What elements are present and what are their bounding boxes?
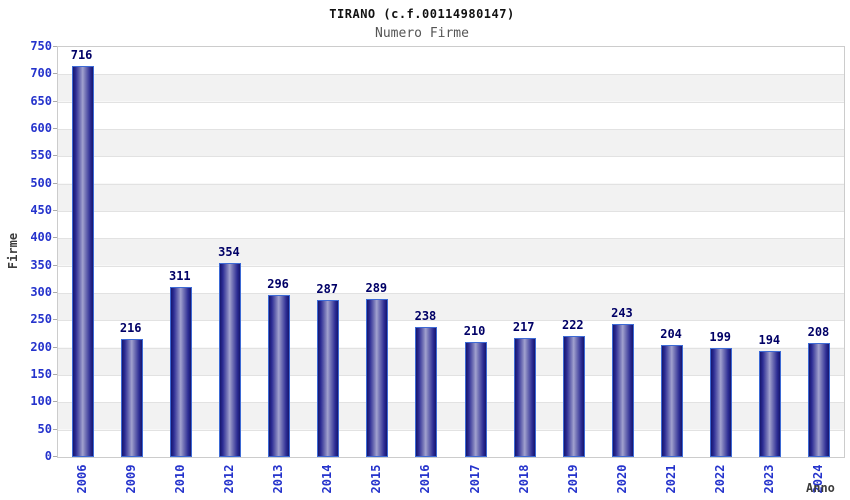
y-tick-label: 350 bbox=[30, 257, 52, 272]
gridline bbox=[58, 156, 844, 158]
gridline bbox=[58, 129, 844, 130]
chart-title: TIRANO (c.f.00114980147) bbox=[329, 7, 515, 21]
gridline bbox=[58, 183, 844, 185]
y-tick-mark bbox=[53, 346, 57, 348]
x-tick-label-2012: 2012 bbox=[221, 464, 236, 494]
bar-2017 bbox=[464, 342, 487, 457]
x-tick-label-2014: 2014 bbox=[320, 464, 335, 494]
bar-2024 bbox=[808, 343, 831, 457]
y-tick-label: 400 bbox=[30, 230, 52, 245]
bar-value-label: 289 bbox=[365, 281, 388, 295]
x-tick-label-2009: 2009 bbox=[123, 464, 138, 494]
gridline bbox=[58, 375, 844, 376]
y-tick-mark bbox=[53, 155, 57, 157]
bar-2021 bbox=[661, 345, 684, 457]
y-tick-mark bbox=[53, 46, 57, 47]
bar-value-label: 199 bbox=[709, 330, 732, 345]
bar-2019 bbox=[562, 335, 585, 457]
y-tick-label: 200 bbox=[30, 339, 52, 354]
gridline bbox=[58, 211, 844, 212]
plot-area bbox=[57, 46, 845, 458]
bar-2016 bbox=[415, 326, 438, 457]
y-tick-mark bbox=[53, 182, 57, 184]
bar-2015 bbox=[366, 299, 389, 457]
gridline bbox=[58, 293, 844, 294]
chart-subtitle: Numero Firme bbox=[375, 26, 469, 41]
bar-value-label: 210 bbox=[463, 324, 486, 339]
x-tick-label-2016: 2016 bbox=[418, 464, 433, 494]
bar-2010 bbox=[169, 287, 192, 457]
y-tick-mark bbox=[53, 73, 57, 75]
y-axis-title: Firme bbox=[6, 232, 20, 270]
y-tick-label: 0 bbox=[44, 449, 52, 463]
x-tick-label-2013: 2013 bbox=[271, 464, 286, 494]
gridline bbox=[58, 74, 844, 76]
y-tick-label: 500 bbox=[30, 175, 52, 190]
bar-value-label: 204 bbox=[660, 327, 682, 342]
y-tick-mark bbox=[53, 237, 57, 239]
bar-value-label: 208 bbox=[807, 325, 830, 340]
x-tick-label-2019: 2019 bbox=[565, 464, 580, 494]
x-tick-label-2020: 2020 bbox=[614, 464, 629, 494]
bar-2022 bbox=[710, 348, 733, 457]
y-tick-label: 50 bbox=[37, 421, 52, 436]
y-tick-label: 100 bbox=[30, 394, 52, 409]
y-tick-mark bbox=[53, 374, 57, 375]
y-tick-mark bbox=[53, 401, 57, 403]
y-tick-mark bbox=[53, 456, 57, 457]
gridline bbox=[58, 238, 844, 240]
y-tick-mark bbox=[53, 292, 57, 293]
y-tick-mark bbox=[53, 319, 57, 321]
y-tick-mark bbox=[53, 264, 57, 266]
bar-value-label: 296 bbox=[267, 277, 289, 292]
gridline bbox=[58, 402, 844, 404]
y-tick-label: 650 bbox=[30, 93, 52, 108]
bar-2020 bbox=[611, 324, 634, 457]
y-tick-label: 450 bbox=[30, 203, 52, 217]
x-tick-label-2010: 2010 bbox=[172, 464, 187, 494]
gridline bbox=[58, 320, 844, 322]
bar-2014 bbox=[317, 300, 340, 457]
bar-2018 bbox=[513, 338, 536, 457]
y-tick-label: 300 bbox=[30, 285, 52, 299]
bar-2023 bbox=[759, 350, 782, 457]
bar-value-label: 217 bbox=[512, 320, 535, 335]
bar-value-label: 716 bbox=[70, 47, 93, 62]
x-tick-label-2022: 2022 bbox=[713, 464, 728, 494]
bar-value-label: 194 bbox=[758, 332, 781, 347]
y-tick-label: 750 bbox=[30, 39, 52, 53]
bar-value-label: 354 bbox=[218, 245, 240, 260]
bar-2013 bbox=[268, 295, 291, 457]
bar-value-label: 216 bbox=[119, 320, 142, 335]
y-tick-mark bbox=[53, 100, 57, 102]
x-tick-label-2021: 2021 bbox=[664, 464, 679, 494]
gridline bbox=[58, 347, 844, 349]
y-tick-mark bbox=[53, 210, 57, 211]
y-tick-label: 250 bbox=[30, 312, 52, 327]
gridline bbox=[58, 429, 844, 431]
y-tick-mark bbox=[53, 428, 57, 430]
x-tick-label-2015: 2015 bbox=[369, 464, 384, 494]
bar-value-label: 222 bbox=[561, 317, 584, 332]
x-tick-label-2006: 2006 bbox=[74, 464, 89, 494]
gridline bbox=[58, 265, 844, 267]
y-tick-mark bbox=[53, 128, 57, 129]
y-tick-label: 700 bbox=[30, 66, 52, 81]
bar-2012 bbox=[218, 263, 241, 457]
bar-value-label: 287 bbox=[316, 282, 339, 297]
x-tick-label-2023: 2023 bbox=[762, 464, 777, 494]
y-tick-label: 600 bbox=[30, 121, 52, 135]
bar-value-label: 311 bbox=[168, 268, 191, 283]
bar-value-label: 243 bbox=[611, 306, 633, 321]
bar-2006 bbox=[71, 65, 94, 457]
bar-2009 bbox=[120, 338, 143, 457]
x-tick-label-2017: 2017 bbox=[467, 464, 482, 494]
bar-value-label: 238 bbox=[414, 308, 437, 323]
y-tick-label: 550 bbox=[30, 148, 52, 163]
y-tick-label: 150 bbox=[30, 367, 52, 381]
x-tick-label-2018: 2018 bbox=[516, 464, 531, 494]
x-axis-title: Anno bbox=[806, 481, 835, 495]
gridline bbox=[58, 101, 844, 103]
